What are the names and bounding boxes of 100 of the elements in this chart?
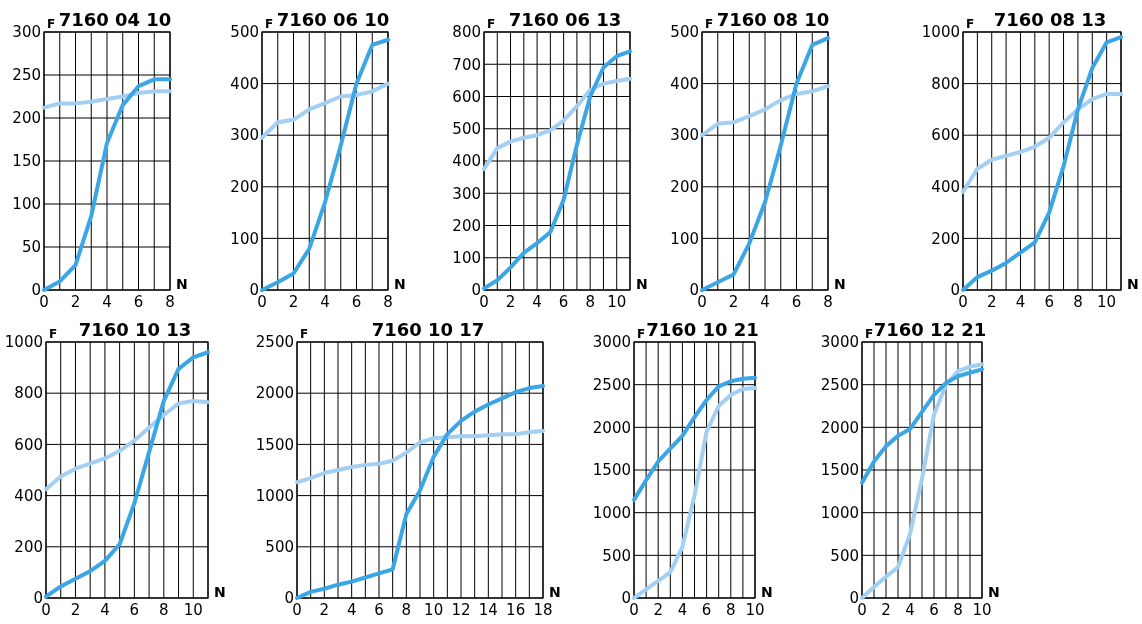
x-tick-label: 8	[165, 293, 175, 311]
y-tick-label: 2500	[820, 375, 859, 394]
x-tick-label: 18	[533, 601, 553, 619]
x-tick-label: 10	[972, 601, 992, 619]
y-tick-label: 400	[230, 74, 259, 93]
y-tick-label: 400	[670, 74, 699, 93]
y-tick-label: 300	[452, 184, 481, 203]
x-tick-label: 8	[159, 601, 169, 619]
x-tick-label: 8	[401, 601, 412, 619]
x-tick-label: 2	[70, 601, 81, 619]
chart-title: 7160 08 10	[716, 9, 830, 30]
x-tick-label: 8	[953, 601, 963, 619]
x-tick-label: 4	[346, 601, 357, 619]
y-tick-label: 1000	[820, 503, 859, 522]
x-axis-title: N	[214, 584, 226, 600]
line-series	[260, 37, 390, 292]
x-tick-label: 4	[102, 293, 112, 311]
y-tick-label: 1500	[255, 435, 294, 454]
y-tick-label: 200	[230, 178, 259, 197]
x-tick-label: 10	[607, 293, 627, 311]
y-tick-label: 500	[830, 546, 859, 565]
x-axis-title: N	[834, 276, 846, 292]
y-tick-label: 150	[12, 152, 41, 171]
y-axis-title: F	[705, 17, 714, 31]
y-tick-label: 200	[12, 109, 41, 128]
y-tick-label: 100	[12, 195, 41, 214]
y-tick-label: 600	[931, 126, 960, 145]
y-tick-label: 500	[265, 538, 294, 557]
y-axis-title: F	[487, 17, 496, 31]
x-tick-label: 4	[760, 293, 770, 311]
y-tick-label: 200	[931, 229, 960, 248]
y-tick-label: 300	[230, 126, 259, 145]
y-tick-label: 100	[230, 229, 259, 248]
y-tick-label: 400	[14, 486, 43, 505]
x-tick-label: 8	[1073, 293, 1083, 311]
x-tick-label: 8	[585, 293, 595, 311]
x-axis-title: N	[636, 276, 648, 292]
line-series	[961, 91, 1123, 194]
x-tick-label: 2	[505, 293, 516, 311]
y-axis-title: F	[265, 17, 274, 31]
x-tick-label: 6	[929, 601, 939, 619]
line-series	[260, 81, 390, 140]
line-series	[42, 89, 172, 110]
y-axis-title: F	[865, 327, 874, 341]
chart-title: 7160 06 10	[276, 9, 390, 30]
y-tick-label: 1500	[592, 461, 631, 480]
y-tick-label: 250	[12, 66, 41, 85]
y-tick-label: 500	[230, 23, 259, 42]
x-tick-label: 12	[451, 601, 471, 619]
x-tick-label: 6	[1044, 293, 1054, 311]
y-tick-label: 400	[452, 152, 481, 171]
x-tick-label: 4	[1015, 293, 1026, 311]
y-tick-label: 500	[452, 120, 481, 138]
line-series	[700, 36, 830, 292]
x-axis-title: N	[1127, 276, 1139, 292]
y-tick-label: 300	[12, 23, 41, 42]
y-tick-label: 2000	[820, 418, 859, 437]
y-axis-title: F	[966, 17, 975, 31]
x-tick-label: 10	[745, 601, 765, 619]
line-series	[700, 84, 830, 138]
x-tick-label: 6	[374, 601, 384, 619]
y-tick-label: 2500	[255, 333, 294, 352]
y-tick-label: 700	[452, 55, 481, 74]
y-tick-label: 3000	[592, 333, 631, 352]
y-tick-label: 50	[21, 238, 41, 257]
x-tick-label: 6	[133, 293, 144, 311]
y-tick-label: 2000	[255, 384, 294, 403]
x-tick-label: 6	[558, 293, 569, 311]
y-tick-label: 800	[931, 74, 960, 93]
x-tick-label: 4	[320, 293, 330, 311]
chart-title: 7160 10 13	[78, 319, 192, 340]
x-tick-label: 6	[351, 293, 362, 311]
y-tick-label: 400	[931, 178, 960, 197]
y-axis-title: F	[47, 17, 56, 31]
x-tick-label: 10	[1097, 293, 1117, 311]
y-tick-label: 500	[602, 546, 631, 565]
x-tick-label: 6	[129, 601, 140, 619]
line-series	[482, 76, 632, 172]
y-tick-label: 800	[452, 23, 481, 42]
y-tick-label: 600	[452, 87, 481, 106]
line-series	[295, 429, 545, 485]
chart-title: 7160 12 21	[873, 319, 987, 340]
x-tick-label: 14	[478, 601, 498, 619]
chart-title: 7160 10 21	[646, 319, 759, 340]
line-series	[44, 398, 210, 492]
chart-title: 7160 10 17	[371, 319, 485, 340]
x-tick-label: 2	[986, 293, 997, 311]
y-tick-label: 600	[14, 435, 43, 454]
x-tick-label: 2	[728, 293, 739, 311]
line-series	[961, 35, 1123, 292]
x-tick-label: 4	[100, 601, 110, 619]
y-axis-title: F	[49, 327, 58, 341]
x-tick-label: 6	[791, 293, 802, 311]
y-tick-label: 100	[670, 229, 699, 248]
x-axis-title: N	[394, 276, 406, 292]
x-tick-label: 2	[70, 293, 81, 311]
x-tick-label: 8	[383, 293, 393, 311]
chart-title: 7160 04 10	[58, 9, 172, 30]
y-tick-label: 1000	[255, 486, 294, 505]
x-tick-label: 2	[653, 601, 663, 619]
